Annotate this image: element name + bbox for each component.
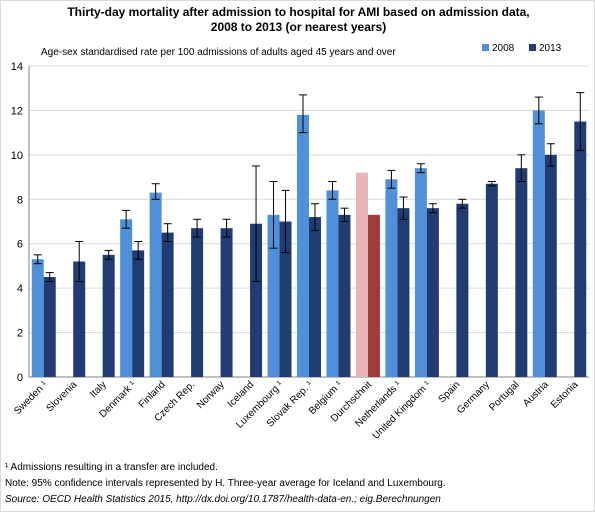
x-tick-label: Spain	[437, 379, 463, 405]
bar-2008	[31, 259, 44, 377]
bar-2008	[120, 219, 133, 377]
bar-2013	[574, 121, 587, 378]
y-tick-label: 8	[17, 194, 23, 206]
legend-label: 2008	[492, 43, 515, 54]
bar-2013	[515, 168, 528, 377]
x-tick-label: Estonia	[549, 379, 581, 411]
x-tick-label: Portugal	[487, 379, 521, 413]
bar-2013	[309, 217, 321, 377]
y-tick-label: 14	[11, 61, 23, 73]
bar-2013	[43, 277, 56, 377]
bar-2013	[338, 214, 351, 377]
x-tick-label: Sweden ¹	[12, 379, 50, 417]
bar-2013	[250, 223, 263, 377]
bar-2013	[426, 208, 439, 377]
y-tick-label: 10	[11, 150, 23, 162]
bar-2013	[73, 261, 86, 377]
bar-2013	[367, 214, 380, 377]
chart-footnote: ¹ Admissions resulting in a transfer are…	[5, 462, 218, 473]
x-tick-label: Germany	[455, 379, 492, 416]
bar-2013	[161, 232, 174, 377]
legend-label: 2013	[539, 43, 562, 54]
legend-swatch	[529, 44, 536, 51]
bar-2008	[297, 114, 309, 377]
y-tick-label: 12	[11, 105, 23, 117]
bar-2008	[267, 214, 280, 377]
bar-2013	[102, 254, 115, 377]
bar-2013	[485, 183, 498, 377]
bar-2013	[544, 154, 557, 377]
x-tick-label: Austria	[521, 379, 551, 409]
bar-2008	[355, 172, 368, 377]
bar-2013	[132, 250, 145, 377]
y-tick-label: 6	[17, 239, 23, 251]
chart-source: Source: OECD Health Statistics 2015, htt…	[5, 494, 441, 505]
chart-title-line-1: Thirty-day mortality after admission to …	[67, 5, 530, 19]
y-axis-label: Age-sex standardised rate per 100 admiss…	[41, 47, 396, 58]
x-tick-label: Norway	[195, 379, 227, 411]
y-tick-label: 2	[17, 328, 23, 340]
bar-2013	[279, 221, 292, 377]
bar-2008	[149, 192, 162, 377]
bar-2013	[397, 208, 410, 377]
legend-swatch	[482, 44, 489, 51]
bar-2008	[532, 110, 545, 377]
y-tick-label: 0	[17, 372, 23, 384]
bar-2008	[385, 179, 398, 377]
bar-2013	[191, 228, 204, 377]
x-tick-label: Italy	[88, 379, 109, 400]
x-tick-label: Slovenia	[44, 379, 79, 414]
bar-2008	[326, 190, 339, 377]
y-tick-label: 4	[17, 283, 23, 295]
chart-note: Note: 95% confidence intervals represent…	[5, 478, 446, 489]
bar-2013	[220, 228, 233, 377]
bar-2008	[414, 168, 427, 377]
bar-2013	[456, 203, 469, 377]
chart-title-line-2: 2008 to 2013 (or nearest years)	[210, 20, 387, 34]
chart-plot: Age-sex standardised rate per 100 admiss…	[11, 43, 589, 442]
